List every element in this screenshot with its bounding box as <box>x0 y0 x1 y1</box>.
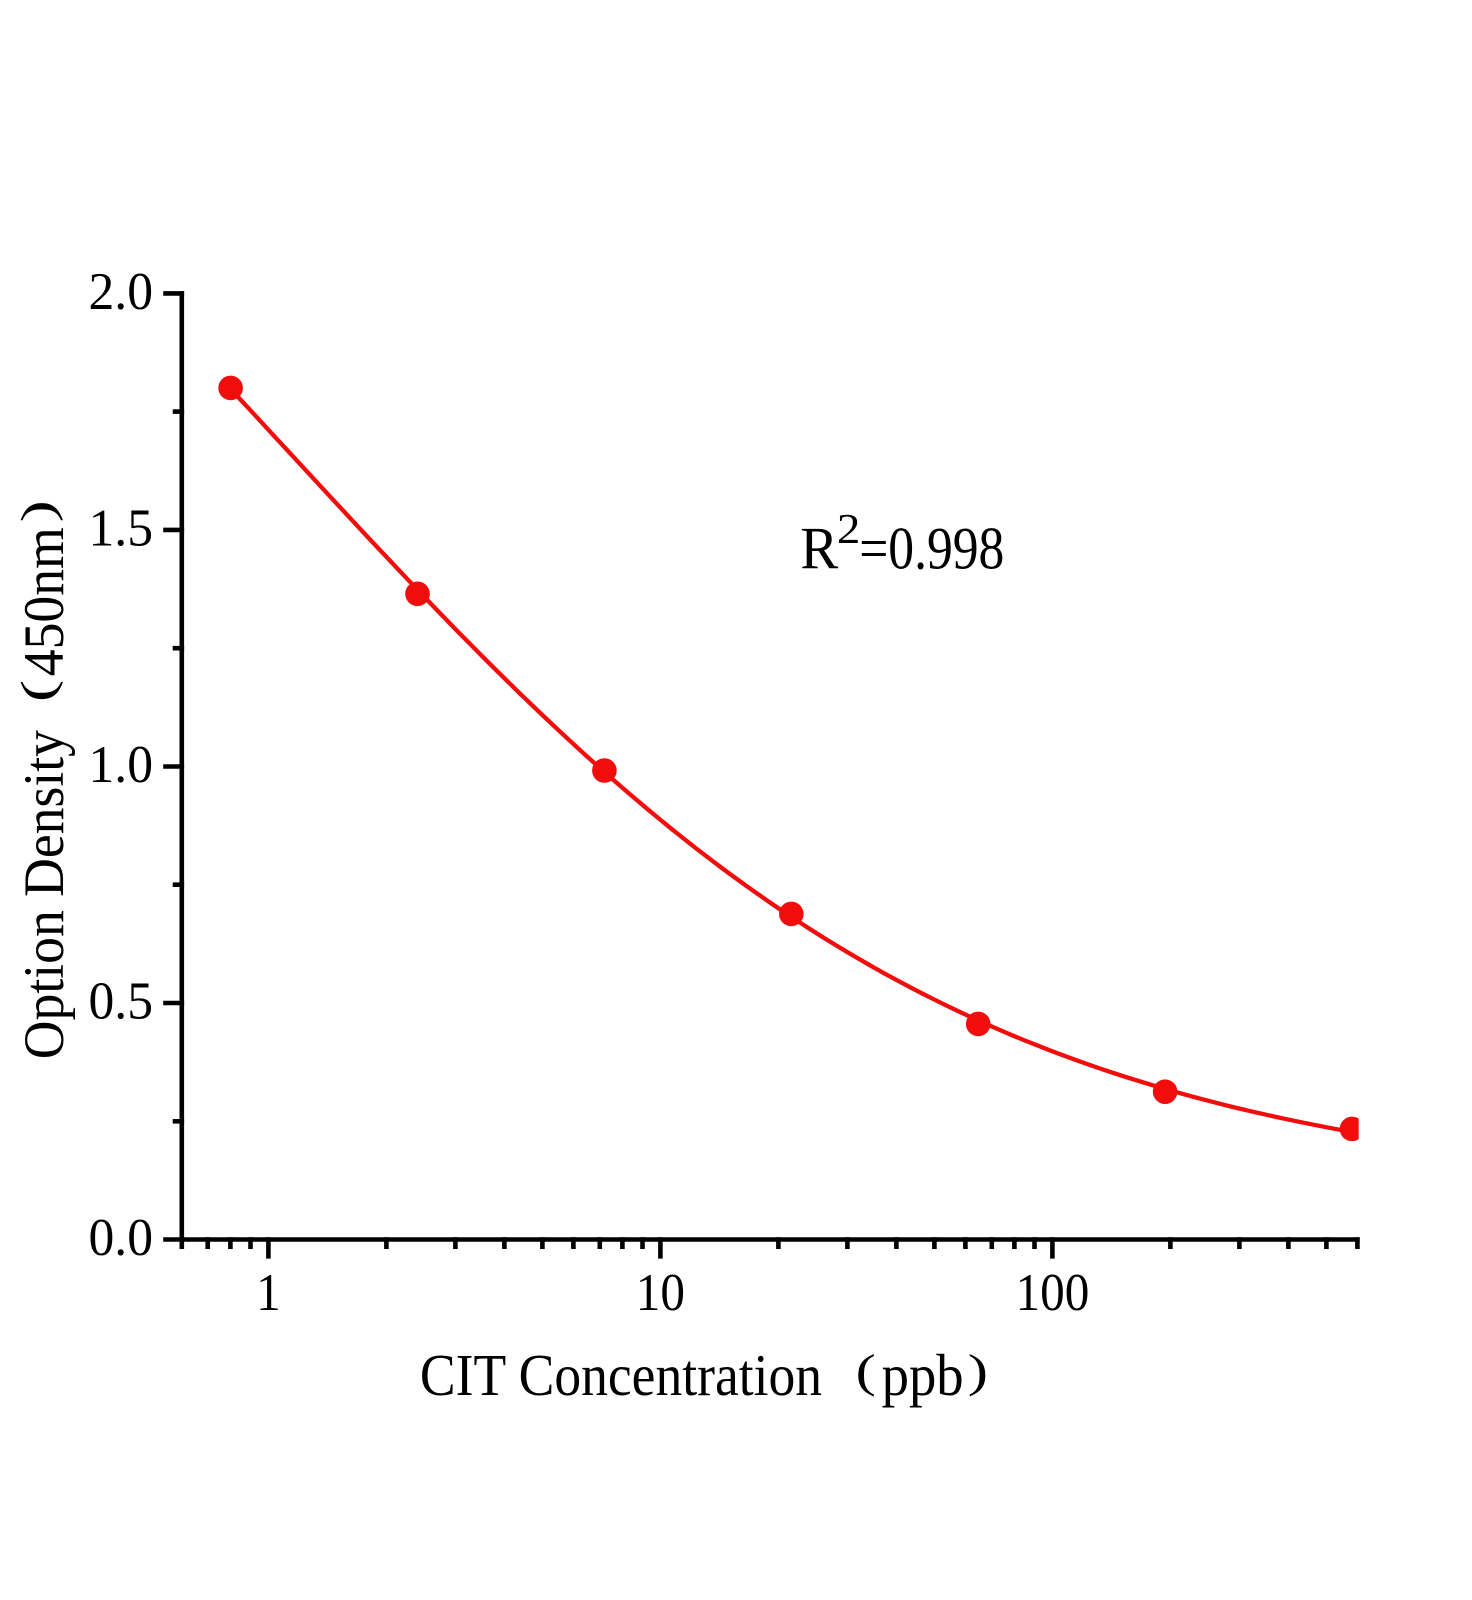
svg-text:=0.998: =0.998 <box>859 516 1004 582</box>
svg-text:): ) <box>13 500 64 522</box>
svg-text:ppb: ppb <box>882 1343 964 1408</box>
svg-text:(: ( <box>13 680 64 702</box>
svg-text:2: 2 <box>837 505 861 552</box>
svg-text:1.5: 1.5 <box>88 499 153 558</box>
svg-text:0.5: 0.5 <box>88 972 153 1031</box>
svg-text:1: 1 <box>256 1263 281 1322</box>
svg-text:1.0: 1.0 <box>88 735 153 794</box>
svg-text:2.0: 2.0 <box>88 262 153 321</box>
svg-text:CIT Concentration: CIT Concentration <box>420 1344 822 1409</box>
svg-text:100: 100 <box>1015 1263 1089 1322</box>
svg-text:(: ( <box>856 1345 876 1397</box>
svg-text:): ) <box>968 1345 988 1397</box>
svg-text:10: 10 <box>636 1263 685 1322</box>
svg-text:Option Density: Option Density <box>13 730 76 1059</box>
svg-text:0.0: 0.0 <box>88 1208 153 1267</box>
svg-text:R: R <box>800 515 838 582</box>
svg-text:450nm: 450nm <box>13 527 76 676</box>
